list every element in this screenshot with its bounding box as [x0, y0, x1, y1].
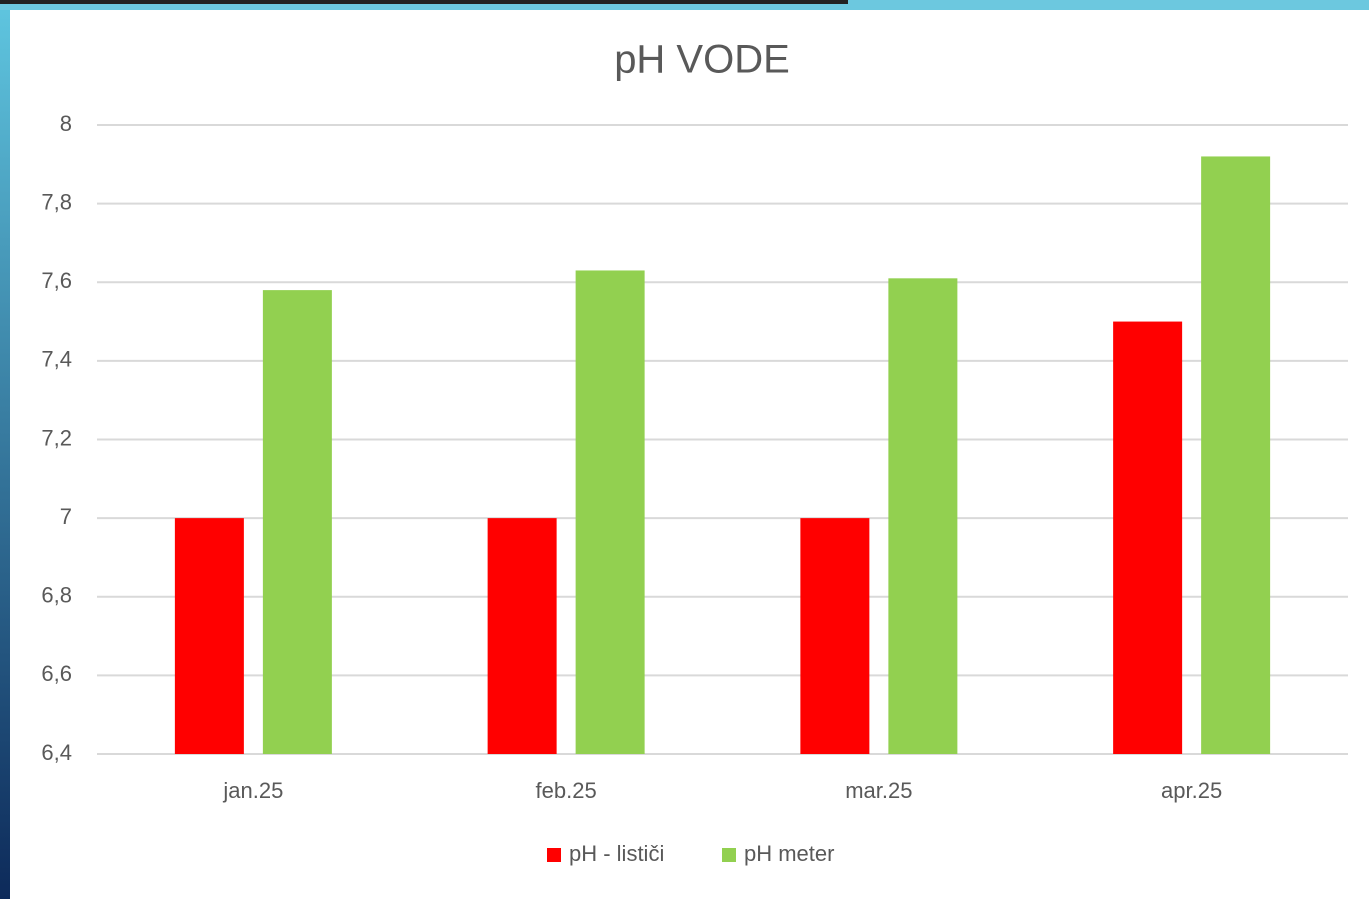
bar — [575, 270, 645, 754]
y-tick-label: 7 — [60, 504, 72, 529]
x-tick-label: mar.25 — [845, 778, 912, 803]
x-tick-label: jan.25 — [222, 778, 283, 803]
legend-label: pH meter — [744, 841, 834, 866]
y-tick-label: 7,6 — [41, 268, 72, 293]
y-tick-label: 6,4 — [41, 740, 72, 765]
bar — [262, 290, 332, 754]
x-tick-label: feb.25 — [536, 778, 597, 803]
bar — [888, 278, 958, 754]
legend-label: pH - lističi — [569, 841, 664, 866]
x-tick-label: apr.25 — [1161, 778, 1222, 803]
bar — [174, 518, 244, 754]
y-tick-label: 7,4 — [41, 347, 72, 372]
y-tick-label: 6,6 — [41, 661, 72, 686]
legend-swatch — [547, 848, 561, 862]
y-tick-label: 8 — [60, 111, 72, 136]
y-tick-label: 7,2 — [41, 425, 72, 450]
y-tick-label: 7,8 — [41, 189, 72, 214]
bar — [1201, 156, 1271, 754]
y-tick-label: 6,8 — [41, 583, 72, 608]
top-bar — [0, 0, 848, 4]
chart-title: pH VODE — [614, 38, 790, 82]
bar — [1113, 321, 1183, 754]
bar — [800, 518, 870, 754]
top-strip — [0, 0, 1369, 10]
legend-swatch — [722, 848, 736, 862]
bar — [487, 518, 557, 754]
